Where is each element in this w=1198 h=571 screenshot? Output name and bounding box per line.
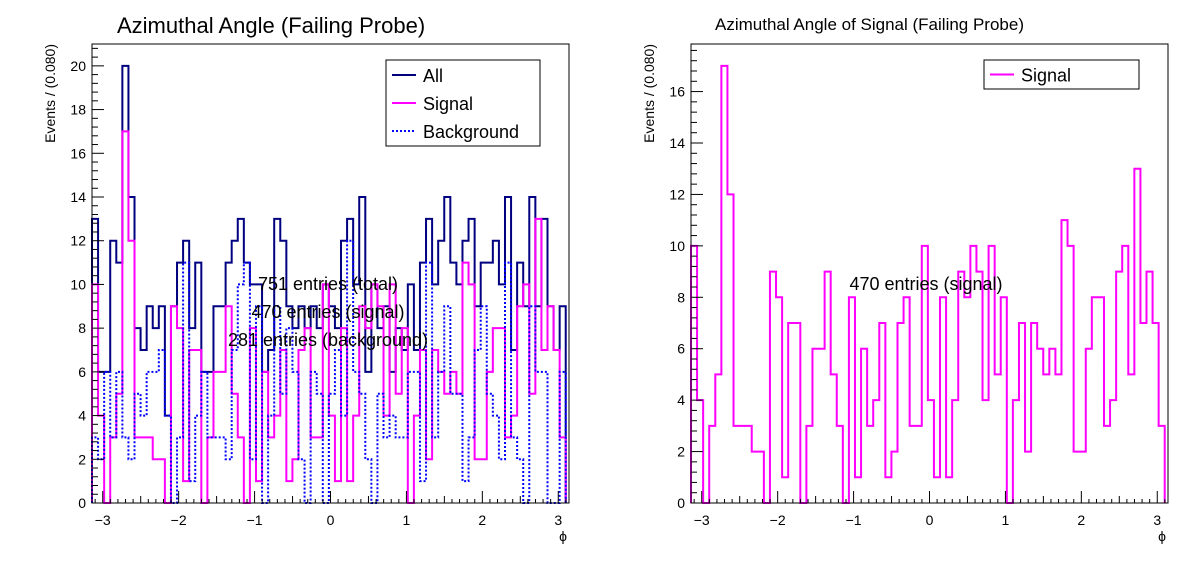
series-signal <box>690 64 1166 504</box>
y-tick-label: 8 <box>78 320 86 336</box>
x-tick-label: −2 <box>171 512 187 528</box>
x-tick-label: −2 <box>770 512 786 528</box>
y-tick-label: 2 <box>677 444 685 460</box>
legend-label-background: Background <box>423 122 519 142</box>
legend: Signal <box>983 59 1140 90</box>
legend: All Signal Background <box>385 59 541 147</box>
x-tick-label: 3 <box>1153 512 1161 528</box>
y-tick-label: 18 <box>70 102 86 118</box>
series-line-signal <box>91 130 567 504</box>
x-tick-label: 2 <box>478 512 486 528</box>
y-tick-label: 16 <box>669 84 685 100</box>
chart-title: Azimuthal Angle of Signal (Failing Probe… <box>715 15 1024 34</box>
y-tick-label: 2 <box>78 451 86 467</box>
entries-annotation: 751 entries (total) <box>258 274 398 294</box>
x-tick-label: 1 <box>403 512 411 528</box>
annotations: 470 entries (signal) <box>849 274 1002 294</box>
x-axis-label: ϕ <box>1158 528 1166 544</box>
y-tick-label: 10 <box>669 238 685 254</box>
x-tick-label: −3 <box>694 512 710 528</box>
y-tick-label: 6 <box>677 341 685 357</box>
x-tick-label: −1 <box>247 512 263 528</box>
x-axis: −3 −2 −1 0 1 2 3ϕ <box>94 491 567 544</box>
right-chart-pad: Azimuthal Angle of Signal (Failing Probe… <box>599 0 1198 571</box>
y-axis-label: Events / (0.080) <box>641 44 657 143</box>
x-tick-label: −1 <box>846 512 862 528</box>
y-tick-label: 16 <box>70 145 86 161</box>
y-axis: 0 2 4 6 8 10 12 14 16 Events / (0.080) <box>641 44 703 511</box>
y-tick-label: 8 <box>677 289 685 305</box>
y-tick-label: 12 <box>70 233 86 249</box>
entries-annotation: 281 entries (background) <box>228 330 428 350</box>
y-tick-label: 14 <box>70 189 86 205</box>
legend-label-signal: Signal <box>1021 66 1071 86</box>
series-line-signal <box>690 64 1166 504</box>
right-chart: Azimuthal Angle of Signal (Failing Probe… <box>641 15 1169 544</box>
y-tick-label: 10 <box>70 276 86 292</box>
x-tick-label: 1 <box>1002 512 1010 528</box>
y-tick-label: 0 <box>677 495 685 511</box>
legend-label-all: All <box>423 66 443 86</box>
y-tick-label: 12 <box>669 186 685 202</box>
y-tick-label: 0 <box>78 495 86 511</box>
x-tick-label: 0 <box>327 512 335 528</box>
annotations: 751 entries (total) 470 entries (signal) 2… <box>228 274 428 350</box>
series-signal <box>91 130 567 504</box>
y-axis: 0 2 4 6 8 10 12 14 16 18 20 Events / (0.080) <box>42 44 104 511</box>
y-tick-label: 14 <box>669 135 685 151</box>
x-tick-label: 3 <box>554 512 562 528</box>
y-tick-label: 4 <box>78 408 86 424</box>
y-tick-label: 6 <box>78 364 86 380</box>
x-tick-label: 2 <box>1077 512 1085 528</box>
legend-label-signal: Signal <box>423 94 473 114</box>
x-axis-label: ϕ <box>559 528 567 544</box>
series-line-background <box>91 239 567 504</box>
entries-annotation: 470 entries (signal) <box>251 302 404 322</box>
x-tick-label: −3 <box>95 512 111 528</box>
series-background <box>91 239 567 504</box>
entries-annotation: 470 entries (signal) <box>849 274 1002 294</box>
left-chart: Azimuthal Angle (Failing Probe)−3 −2 −1 0 1 2… <box>42 13 570 544</box>
y-tick-label: 4 <box>677 392 685 408</box>
y-axis-label: Events / (0.080) <box>42 44 58 143</box>
x-tick-label: 0 <box>926 512 934 528</box>
left-chart-pad: Azimuthal Angle (Failing Probe) −3 −2 −1 0 1 2… <box>42 13 570 544</box>
x-axis: −3 −2 −1 0 1 2 3ϕ <box>693 491 1166 544</box>
chart-title: Azimuthal Angle (Failing Probe) <box>117 13 425 38</box>
y-tick-label: 20 <box>70 58 86 74</box>
